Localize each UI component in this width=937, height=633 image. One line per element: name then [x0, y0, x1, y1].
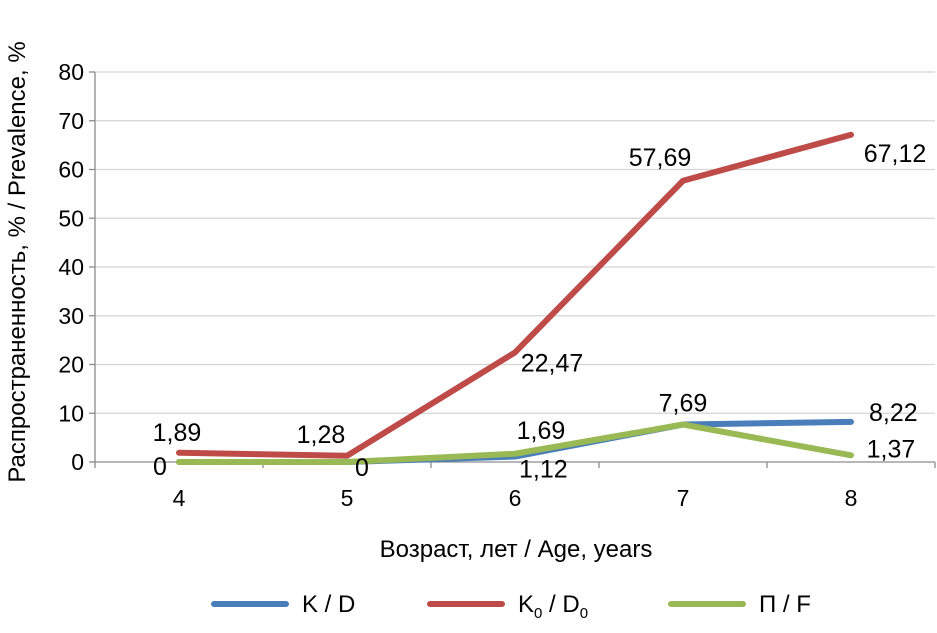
x-tick-label: 5 [341, 485, 354, 511]
x-axis-title: Возраст, лет / Age, years [380, 536, 653, 563]
data-label: 57,69 [629, 144, 692, 172]
legend-item-p-f: П / F [668, 591, 811, 618]
y-axis-title: Распространенность, % / Prevalence, % [4, 41, 31, 482]
legend-label-p-f: П / F [759, 591, 811, 618]
legend: K / D K0 / D0 П / F [211, 591, 811, 622]
y-tick-label: 10 [58, 400, 84, 426]
series-lines [176, 131, 854, 465]
legend-k: K [518, 591, 534, 618]
y-tick-label: 60 [58, 157, 84, 183]
legend-d-subscript: 0 [580, 605, 588, 622]
x-tick-label: 8 [845, 485, 858, 511]
data-label: 1,37 [867, 435, 916, 463]
data-label: 22,47 [521, 349, 584, 377]
series-line-2 [176, 421, 854, 465]
axes [89, 71, 936, 468]
legend-label-k0-d0: K0 / D0 [518, 591, 588, 622]
y-tick-label: 30 [58, 303, 84, 329]
data-label: 1,89 [153, 419, 202, 447]
data-label: 0 [355, 454, 369, 482]
y-tick-label: 50 [58, 205, 84, 231]
data-label: 67,12 [864, 140, 927, 168]
legend-d: D [562, 591, 579, 618]
y-tick-label: 40 [58, 254, 84, 280]
data-label: 0 [153, 453, 167, 481]
data-label: 7,69 [659, 390, 708, 418]
y-tick-label: 20 [58, 352, 84, 378]
x-tick-label: 6 [509, 485, 522, 511]
data-label: 1,12 [519, 456, 568, 484]
data-label: 1,69 [517, 417, 566, 445]
x-tick-label: 4 [173, 485, 186, 511]
legend-item-k0-d0: K0 / D0 [427, 591, 588, 622]
y-tick-label: 0 [71, 449, 84, 475]
x-tick-label: 7 [677, 485, 690, 511]
x-tick-labels: 4 5 6 7 8 [173, 485, 858, 511]
series-line-1 [176, 131, 854, 459]
legend-label-k-d: K / D [302, 591, 355, 618]
y-tick-label: 70 [58, 108, 84, 134]
data-labels: 0 0 1,12 8,22 1,89 1,28 22,47 57,69 67,12 1,69 7,6… [153, 140, 927, 484]
y-tick-label: 80 [58, 59, 84, 85]
legend-item-k-d: K / D [211, 591, 355, 618]
data-label: 1,28 [297, 421, 346, 449]
legend-separator: / [542, 591, 562, 618]
gridlines [95, 71, 935, 414]
y-tick-labels: 0 10 20 30 40 50 60 70 80 [58, 59, 84, 475]
legend-k-subscript: 0 [534, 605, 542, 622]
data-label: 8,22 [869, 399, 918, 427]
